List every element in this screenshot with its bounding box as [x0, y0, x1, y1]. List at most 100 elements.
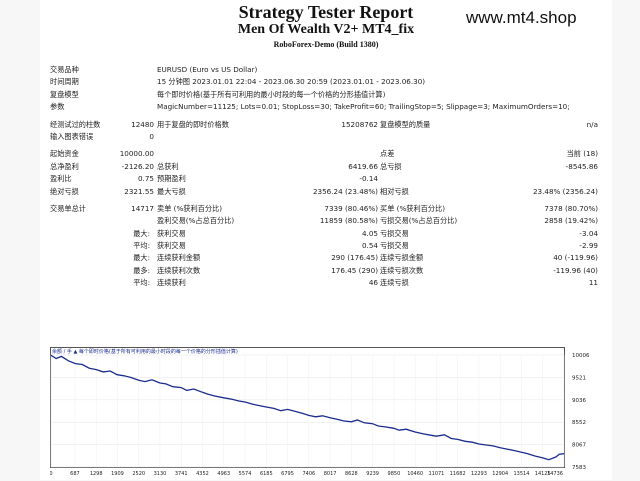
- reldd-value: 23.48% (2356.24): [532, 186, 598, 196]
- netprofit-value: -2126.20: [121, 161, 154, 171]
- x-tick-label: 12293: [471, 471, 487, 477]
- drawdown-row: 绝对亏损 2321.55 最大亏损 2356.24 (23.48%) 相对亏损 …: [50, 186, 606, 198]
- loss-trades-label: 亏损交易(%占总百分比): [380, 216, 458, 226]
- average-profit-value: 0.54: [361, 241, 378, 251]
- quality-value: n/a: [586, 119, 598, 129]
- errors-value: 0: [149, 131, 154, 141]
- bars-label: 经测试过的柱数: [50, 119, 101, 129]
- info-label: 交易品种: [50, 65, 79, 74]
- chart-legend: 余额 / 手 ▲ 每个即时价格(基于所有可利用的最小时段的每一个价格的分形插值计…: [52, 349, 238, 355]
- largest-loss-value: -3.04: [579, 228, 598, 238]
- x-tick-label: 9850: [388, 471, 401, 477]
- avgcons-losses-label: 连续亏损: [380, 278, 409, 288]
- largest-loss-label: 亏损交易: [380, 228, 409, 238]
- average-row: 平均: 获利交易 0.54 亏损交易 -2.99: [50, 240, 606, 252]
- x-tick-label: 3741: [175, 471, 188, 477]
- errors-row: 输入图表错误 0: [50, 131, 606, 143]
- deposit-label: 起始资金: [50, 149, 79, 159]
- profit-loss-trades-row: 盈利交易(%占总百分比) 11859 (80.58%) 亏损交易(%占总百分比)…: [50, 215, 606, 227]
- balance-line: [50, 354, 565, 461]
- info-label: 时间周期: [50, 77, 79, 87]
- x-tick-label: 3130: [154, 471, 167, 477]
- avgcons-label: 平均:: [133, 278, 150, 288]
- maxamt-label: 最多:: [133, 265, 150, 275]
- plot-frame: [50, 347, 565, 468]
- grossloss-value: -8545.86: [565, 161, 598, 171]
- ticks-value: 15208762: [341, 119, 378, 129]
- chart-ticks: 10006 9521 9036 8552 8067 7583 0 687 1298 1909 252…: [49, 353, 590, 477]
- x-tick-label: 12904: [492, 471, 508, 477]
- x-tick-label: 14125: [535, 471, 551, 477]
- info-value: MagicNumber=11125; Lots=0.01; StopLoss=3…: [157, 102, 570, 112]
- y-tick-label: 10006: [572, 353, 590, 359]
- deposit-row: 起始资金 10000.00 点差 当前 (18): [50, 148, 606, 160]
- maxamt-profit-value: 176.45 (290): [331, 265, 378, 275]
- info-value: EURUSD (Euro vs US Dollar): [157, 65, 258, 74]
- y-tick-label: 8067: [572, 443, 586, 449]
- bars-value: 12480: [131, 119, 154, 129]
- long-label: 买单 (%获利百分比): [380, 203, 446, 213]
- bars-row: 经测试过的柱数 12480 用于复盘的即时价格数 15208762 复盘模型的质…: [50, 119, 606, 131]
- pf-value: 0.75: [137, 174, 154, 184]
- netprofit-row: 总净盈利 -2126.20 总获利 6419.66 总亏损 -8545.86: [50, 161, 606, 173]
- info-value: 每个即时价格(基于所有可利用的最小时段的每一个价格的分形插值计算): [157, 89, 386, 99]
- grossprofit-value: 6419.66: [348, 161, 378, 171]
- info-label: 参数: [50, 102, 65, 112]
- x-tick-label: 2520: [132, 471, 145, 477]
- info-label: 复盘模型: [50, 89, 79, 99]
- short-label: 卖单 (%获利百分比): [157, 203, 223, 213]
- maxdd-label: 最大亏损: [157, 186, 186, 196]
- deposit-value: 10000.00: [119, 149, 154, 159]
- ticks-label: 用于复盘的即时价格数: [157, 119, 229, 129]
- x-tick-label: 1909: [111, 471, 124, 477]
- netprofit-label: 总净盈利: [50, 161, 79, 171]
- short-value: 7339 (80.46%): [324, 203, 378, 213]
- average-label: 平均:: [133, 241, 150, 251]
- server-name: RoboForex-Demo (Build 1380): [273, 40, 379, 49]
- maxcons-label: 最大:: [133, 253, 150, 263]
- maxcons-losses-label: 连续亏损金额: [380, 253, 424, 263]
- loss-trades-value: 2858 (19.42%): [544, 216, 598, 226]
- chart-svg: 10006 9521 9036 8552 8067 7583 0 687 1298 1909 252…: [49, 347, 590, 477]
- info-value: 15 分钟图 2023.01.01 22:04 - 2023.06.30 20:…: [157, 77, 426, 87]
- long-value: 7378 (80.70%): [544, 203, 598, 213]
- x-tick-label: 4963: [217, 471, 230, 477]
- maxcons-wins-value: 290 (176.45): [331, 253, 378, 263]
- largest-label: 最大:: [133, 228, 150, 238]
- x-tick-label: 13514: [514, 471, 530, 477]
- x-tick-label: 7406: [302, 471, 315, 477]
- avgcons-losses-value: 11: [588, 278, 598, 288]
- x-tick-label: 6185: [260, 471, 273, 477]
- expected-label: 预期盈利: [157, 174, 186, 184]
- ea-name: Men Of Wealth V2+ MT4_fix: [237, 22, 415, 37]
- y-tick-label: 8552: [572, 420, 586, 426]
- quality-label: 复盘模型的质量: [380, 119, 431, 129]
- x-tick-label: 11071: [428, 471, 444, 477]
- profit-trades-value: 11859 (80.58%): [319, 216, 378, 226]
- maxcons-wins-label: 连续获利金额: [157, 253, 201, 263]
- largest-profit-label: 获利交易: [157, 228, 186, 238]
- maxamt-loss-value: -119.96 (40): [553, 265, 598, 275]
- info-row-symbol: 交易品种 EURUSD (Euro vs US Dollar): [50, 64, 606, 76]
- reldd-label: 相对亏损: [380, 186, 409, 196]
- absdd-value: 2321.55: [124, 186, 154, 196]
- x-tick-label: 11682: [450, 471, 466, 477]
- avgcons-wins-value: 46: [368, 278, 378, 288]
- x-tick-label: 5574: [239, 471, 252, 477]
- grossprofit-label: 总获利: [157, 161, 179, 171]
- profit-trades-label: 盈利交易(%占总百分比): [157, 216, 235, 226]
- balance-chart: 10006 9521 9036 8552 8067 7583 0 687 1298 1909 252…: [49, 347, 608, 477]
- x-tick-label: 10460: [407, 471, 423, 477]
- x-tick-label: 8628: [345, 471, 358, 477]
- absdd-label: 绝对亏损: [50, 186, 79, 196]
- x-tick-label: 0: [50, 471, 53, 477]
- y-tick-label: 7583: [572, 465, 586, 471]
- x-tick-label: 1298: [90, 471, 103, 477]
- info-row-params: 参数 MagicNumber=11125; Lots=0.01; StopLos…: [50, 101, 606, 113]
- report-title: Strategy Tester Report: [238, 2, 414, 22]
- x-tick-label: 9239: [366, 471, 379, 477]
- avgcons-wins-label: 连续获利: [157, 278, 186, 288]
- info-row-model: 复盘模型 每个即时价格(基于所有可利用的最小时段的每一个价格的分形插值计算): [50, 89, 606, 101]
- trades-total-row: 交易单总计 14717 卖单 (%获利百分比) 7339 (80.46%) 买单…: [50, 203, 606, 215]
- largest-row: 最大: 获利交易 4.05 亏损交易 -3.04: [50, 228, 606, 240]
